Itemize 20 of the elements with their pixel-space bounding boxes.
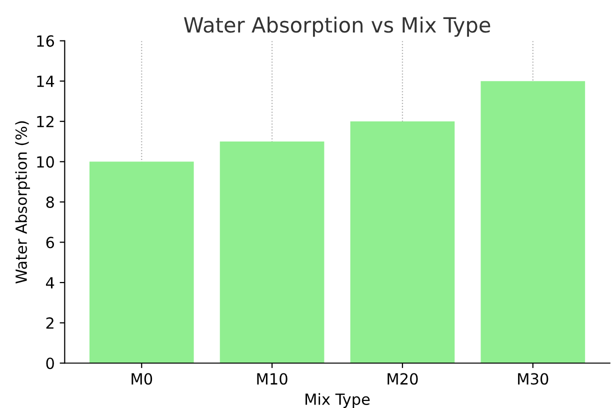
y-tick-label: 6 bbox=[46, 236, 54, 248]
y-tick-label: 10 bbox=[37, 156, 54, 168]
y-tick-label: 12 bbox=[37, 116, 54, 128]
y-axis-title: Water Absorption (%) bbox=[15, 121, 30, 284]
y-tick-label: 14 bbox=[37, 76, 54, 87]
bar bbox=[220, 142, 324, 364]
bar bbox=[480, 81, 586, 364]
x-tick-label: M0 bbox=[132, 373, 152, 385]
y-tick-label: 8 bbox=[46, 196, 54, 208]
y-tick-label: 4 bbox=[46, 277, 54, 288]
x-tick-label: M10 bbox=[257, 373, 288, 385]
chart-title: Water Absorption vs Mix Type bbox=[184, 16, 490, 37]
x-tick-label: M20 bbox=[388, 373, 418, 385]
y-tick-label: 2 bbox=[46, 317, 54, 329]
y-tick-label: 0 bbox=[46, 358, 54, 370]
x-tick-label: M30 bbox=[518, 373, 548, 385]
bar bbox=[89, 162, 194, 364]
y-tick-label: 16 bbox=[37, 35, 54, 47]
x-axis-title: Mix Type bbox=[306, 393, 370, 408]
bar bbox=[350, 121, 455, 364]
